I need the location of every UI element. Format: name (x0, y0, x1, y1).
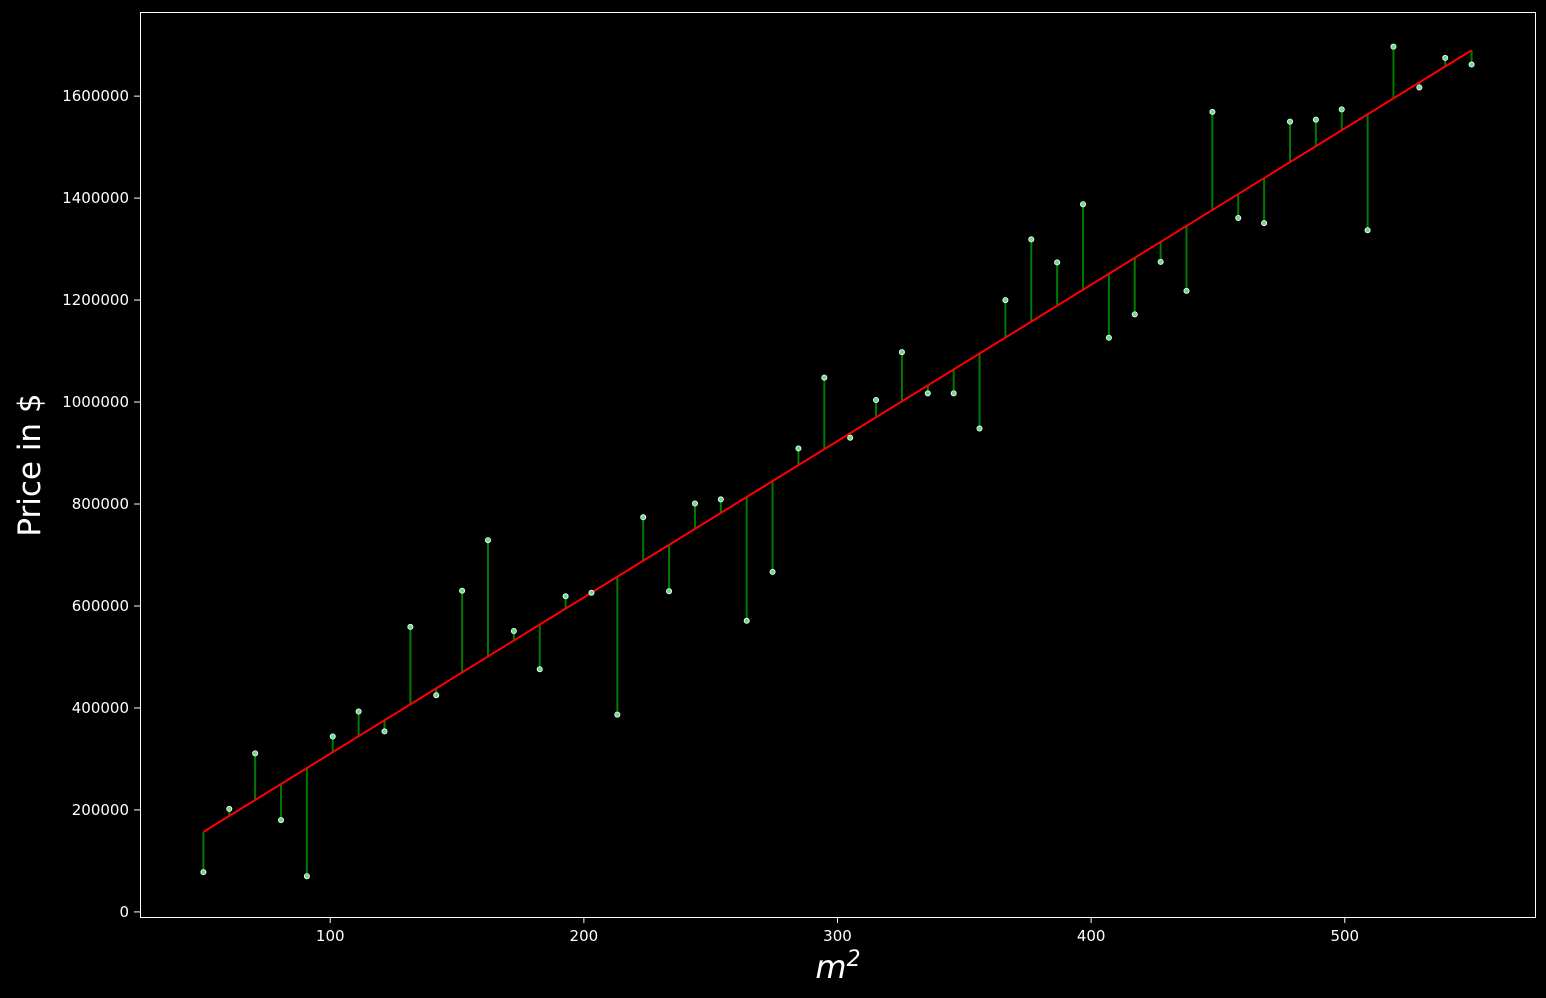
residual-lines (202, 46, 1473, 877)
data-point (407, 623, 414, 630)
data-point (769, 568, 776, 575)
data-point (459, 587, 466, 594)
y-tick-label: 200000 (72, 801, 129, 819)
data-point (1002, 297, 1009, 304)
data-point (226, 805, 233, 812)
y-tick-label: 1600000 (62, 87, 129, 105)
data-point (950, 390, 957, 397)
data-point (1157, 258, 1164, 265)
x-axis-label-exponent: 2 (847, 947, 861, 972)
x-axis-label: m2 (815, 947, 860, 986)
data-point (640, 514, 647, 521)
data-point (1338, 106, 1345, 113)
x-tick-label: 500 (1330, 927, 1359, 945)
data-point (355, 708, 362, 715)
x-axis-label-base: m (815, 948, 846, 986)
y-axis-ticks: 0 200000 400000 600000 800000 1000000 1200000 1… (62, 87, 140, 921)
y-tick-label: 1000000 (62, 393, 129, 411)
data-point (1286, 118, 1293, 125)
data-point (898, 349, 905, 356)
y-axis-label: Price in $ (12, 393, 48, 536)
data-point (1442, 54, 1449, 61)
data-point (1390, 43, 1397, 50)
data-points (200, 43, 1475, 880)
data-point (588, 589, 595, 596)
data-point (484, 537, 491, 544)
y-tick-label: 1400000 (62, 189, 129, 207)
data-point (1054, 259, 1061, 266)
y-tick-label: 800000 (72, 495, 129, 513)
x-tick-label: 200 (570, 927, 599, 945)
data-point (303, 873, 310, 880)
data-point (821, 374, 828, 381)
data-point (562, 593, 569, 600)
data-point (1416, 84, 1423, 91)
data-point (381, 728, 388, 735)
x-tick-label: 300 (823, 927, 852, 945)
data-point (1312, 116, 1319, 123)
data-point (743, 617, 750, 624)
data-point (873, 397, 880, 404)
data-point (329, 733, 336, 740)
data-point (1105, 334, 1112, 341)
y-tick-label: 1200000 (62, 291, 129, 309)
data-point (924, 390, 931, 397)
data-point (1209, 108, 1216, 115)
data-point (278, 817, 285, 824)
data-point (795, 445, 802, 452)
data-point (1028, 236, 1035, 243)
y-tick-label: 600000 (72, 597, 129, 615)
data-point (614, 711, 621, 718)
data-point (1364, 227, 1371, 234)
x-tick-label: 400 (1077, 927, 1106, 945)
x-tick-label: 100 (316, 927, 345, 945)
data-point (1183, 287, 1190, 294)
data-point (1131, 311, 1138, 318)
data-point (200, 869, 207, 876)
data-point (1080, 201, 1087, 208)
regression-line (202, 49, 1473, 833)
data-point (847, 434, 854, 441)
data-point (976, 425, 983, 432)
data-point (1235, 214, 1242, 221)
data-point (433, 692, 440, 699)
y-tick-label: 400000 (72, 699, 129, 717)
data-point (252, 750, 259, 757)
x-axis-ticks: 100 200 300 400 500 (316, 917, 1359, 945)
data-point (717, 496, 724, 503)
data-point (510, 627, 517, 634)
data-point (1261, 220, 1268, 227)
data-point (536, 666, 543, 673)
y-tick-label: 0 (119, 903, 129, 921)
data-point (691, 500, 698, 507)
data-point (666, 588, 673, 595)
data-point (1468, 61, 1475, 68)
